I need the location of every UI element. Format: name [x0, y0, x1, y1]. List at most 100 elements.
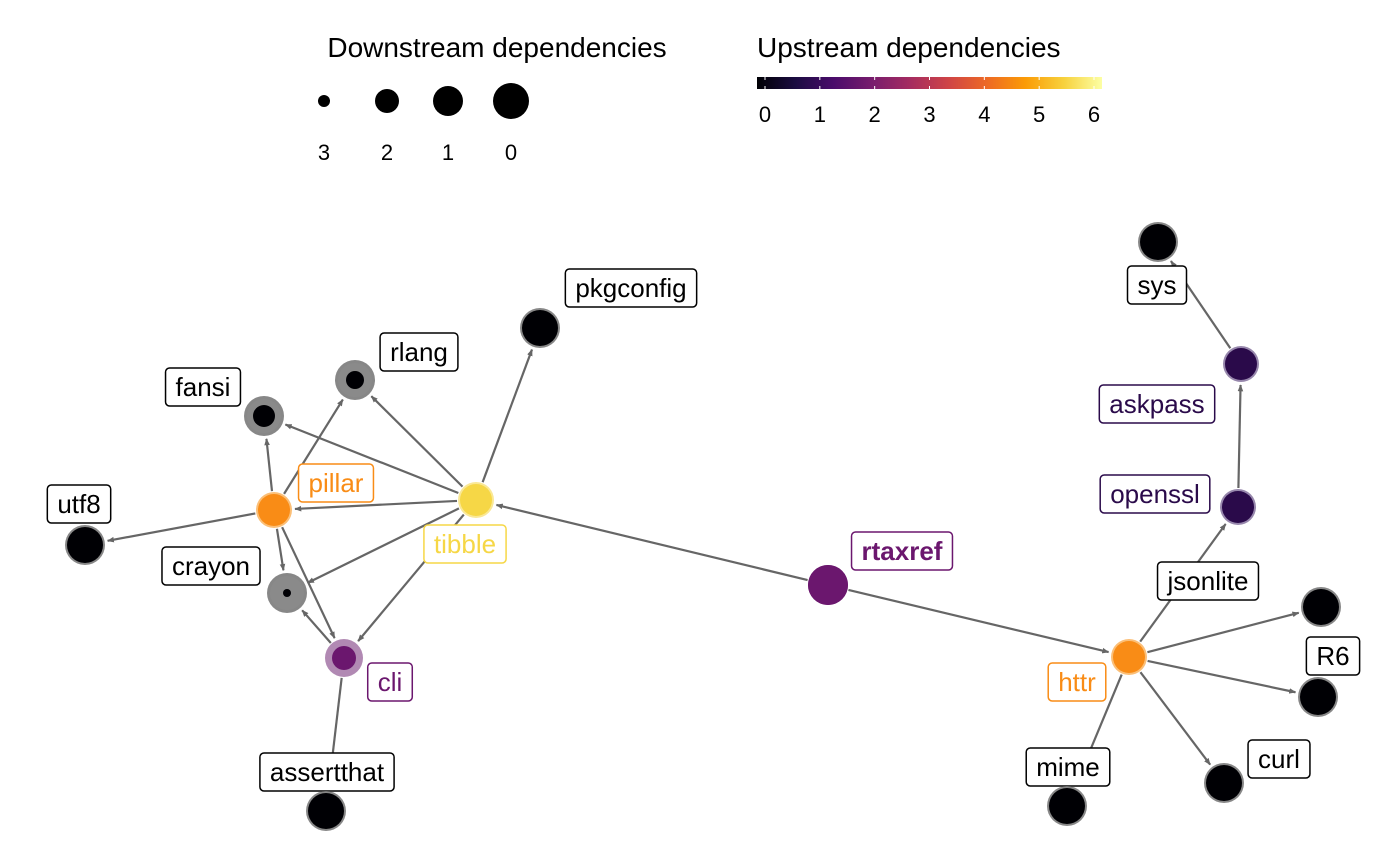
node-core — [522, 310, 558, 346]
legend-size-dot-0 — [493, 83, 529, 119]
node-label-text: pillar — [309, 468, 364, 498]
edge-pillar-to-fansi — [264, 438, 274, 492]
node-core — [346, 371, 364, 389]
node-core — [332, 646, 356, 670]
edge-tibble-to-pkgconfig — [481, 348, 534, 483]
node-label-utf8: utf8 — [46, 484, 112, 524]
node-label-box — [1126, 265, 1188, 305]
legend-size-label: 3 — [318, 140, 330, 165]
node-R6 — [1298, 677, 1338, 717]
node-label-text: curl — [1258, 744, 1300, 774]
node-label-text: cli — [378, 667, 403, 697]
node-label-rtaxref: rtaxref — [850, 531, 954, 571]
node-core — [1140, 224, 1176, 260]
edges-layer — [106, 260, 1300, 789]
colorbar-tick-label: 0 — [759, 102, 771, 127]
node-label-text: httr — [1058, 667, 1096, 697]
node-fansi — [244, 396, 284, 436]
legend-size-dot-2 — [375, 89, 399, 113]
edge-httr-to-R6 — [1147, 659, 1297, 694]
node-core — [1049, 788, 1085, 824]
colorbar-tick-label: 3 — [923, 102, 935, 127]
edge-httr-to-jsonlite — [1147, 611, 1300, 654]
edge-tibble-to-crayon — [307, 507, 460, 584]
node-label-text: pkgconfig — [575, 273, 686, 303]
node-label-text: tibble — [434, 529, 496, 559]
node-label-box — [46, 484, 112, 524]
node-label-tibble: tibble — [423, 524, 507, 564]
node-label-cli: cli — [366, 662, 414, 702]
node-label-text: assertthat — [270, 757, 385, 787]
node-crayon — [267, 573, 307, 613]
node-core — [1300, 679, 1336, 715]
node-label-pkgconfig: pkgconfig — [564, 268, 698, 308]
legend-size-label: 2 — [381, 140, 393, 165]
node-label-assertthat: assertthat — [259, 752, 395, 792]
node-label-box — [1156, 561, 1260, 601]
edge-tibble-to-rlang — [370, 395, 464, 488]
edge-pillar-to-crayon — [275, 528, 286, 571]
edge-pillar-to-cli — [281, 526, 336, 639]
edge-tibble-to-fansi — [284, 423, 459, 495]
legend-downstream-title: Downstream dependencies — [327, 32, 666, 63]
node-label-rlang: rlang — [379, 332, 459, 372]
node-label-box — [259, 752, 395, 792]
node-label-box — [366, 662, 414, 702]
legend-colorbar — [757, 77, 1102, 89]
node-assertthat — [306, 791, 346, 831]
node-pkgconfig — [520, 308, 560, 348]
node-core — [1113, 641, 1145, 673]
node-httr — [1111, 639, 1147, 675]
node-label-box — [161, 546, 261, 586]
legend-size-label: 0 — [505, 140, 517, 165]
labels-layer: pkgconfig rlang fansi pillar tibble utf8 crayo… — [46, 265, 1361, 792]
node-label-jsonlite: jsonlite — [1156, 561, 1260, 601]
node-mime — [1047, 786, 1087, 826]
legend-size-dot-1 — [433, 86, 463, 116]
edge-httr-to-curl — [1139, 671, 1212, 766]
node-jsonlite — [1301, 587, 1341, 627]
legend-size-dot-3 — [318, 95, 330, 107]
edge-rtaxref-to-tibble — [495, 503, 808, 582]
edge-openssl-to-askpass — [1237, 384, 1244, 489]
node-label-sys: sys — [1126, 265, 1188, 305]
node-label-curl: curl — [1247, 739, 1311, 779]
node-label-text: utf8 — [57, 489, 100, 519]
edge-pillar-to-rlang — [283, 398, 344, 495]
node-curl — [1204, 763, 1244, 803]
edge-rtaxref-to-httr — [848, 588, 1110, 654]
node-rlang — [335, 360, 375, 400]
node-core — [460, 484, 492, 516]
node-label-box — [423, 524, 507, 564]
node-core — [1303, 589, 1339, 625]
node-core — [1206, 765, 1242, 801]
node-label-text: R6 — [1316, 641, 1349, 671]
node-label-pillar: pillar — [297, 463, 375, 503]
node-label-text: rlang — [390, 337, 448, 367]
colorbar-tick-label: 1 — [814, 102, 826, 127]
node-label-text: mime — [1036, 752, 1100, 782]
node-label-box — [1247, 739, 1311, 779]
node-label-box — [1047, 662, 1107, 702]
node-core — [67, 527, 103, 563]
node-core — [1225, 348, 1257, 380]
node-label-text: askpass — [1109, 389, 1204, 419]
node-label-box — [1099, 474, 1211, 514]
node-label-box — [564, 268, 698, 308]
node-label-R6: R6 — [1305, 636, 1361, 676]
edge-pillar-to-utf8 — [106, 512, 256, 543]
node-rtaxref — [808, 565, 848, 605]
legend-upstream-title: Upstream dependencies — [757, 32, 1061, 63]
colorbar-tick-label: 6 — [1088, 102, 1100, 127]
node-label-text: crayon — [172, 551, 250, 581]
colorbar-tick-label: 5 — [1033, 102, 1045, 127]
node-label-httr: httr — [1047, 662, 1107, 702]
node-tibble — [458, 482, 494, 518]
node-label-text: jsonlite — [1167, 566, 1249, 596]
node-label-box — [297, 463, 375, 503]
colorbar-tick-label: 4 — [978, 102, 990, 127]
node-label-box — [850, 531, 954, 571]
node-label-crayon: crayon — [161, 546, 261, 586]
node-cli — [325, 639, 363, 677]
